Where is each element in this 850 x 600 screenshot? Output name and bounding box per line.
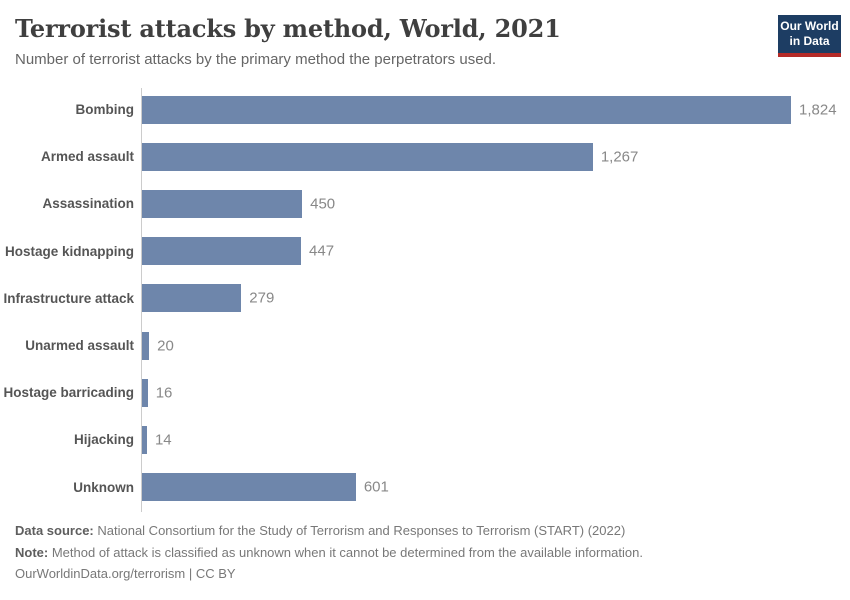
value-label: 279 — [249, 289, 275, 307]
category-label: Infrastructure attack — [3, 290, 134, 306]
bar-rect[interactable]: 447 — [142, 237, 334, 266]
chart-subtitle: Number of terrorist attacks by the prima… — [15, 51, 497, 68]
value-label: 601 — [363, 478, 389, 496]
bar-rect[interactable]: 279 — [142, 284, 274, 313]
bar-rect[interactable]: 601 — [142, 473, 389, 502]
owid-logo-line2: in Data — [789, 34, 830, 48]
value-label: 450 — [310, 195, 336, 213]
value-label: 14 — [154, 431, 172, 449]
bar-row: Hostage barricading 16 — [0, 369, 850, 416]
bar-rect[interactable]: 1,267 — [142, 142, 638, 171]
bar-track: 1,824 — [142, 95, 837, 124]
license-line: OurWorldinData.org/terrorism | CC BY — [15, 563, 643, 585]
bar-track: 16 — [142, 378, 791, 407]
category-label: Assassination — [42, 196, 134, 212]
bar-track: 450 — [142, 189, 791, 218]
data-source-line: Data source: National Consortium for the… — [15, 520, 643, 542]
note-line: Note: Method of attack is classified as … — [15, 542, 643, 564]
note-label: Note: — [15, 544, 49, 560]
bar-track: 601 — [142, 473, 791, 502]
bar-track: 20 — [142, 331, 791, 360]
category-label: Unarmed assault — [25, 338, 134, 354]
bar-row: Unknown 601 — [0, 464, 850, 511]
bar-row: Bombing 1,824 — [0, 86, 850, 133]
bar-rows: Bombing 1,824 Armed assault 1,267 Assass… — [0, 86, 850, 511]
owid-logo-line1: Our World — [780, 19, 839, 33]
category-label: Armed assault — [40, 149, 134, 165]
owid-logo[interactable]: Our World in Data — [778, 15, 841, 57]
category-label: Unknown — [73, 479, 134, 495]
page-title: Terrorist attacks by method, World, 2021 — [15, 14, 561, 43]
category-label: Hostage barricading — [3, 385, 134, 401]
bar-track: 447 — [142, 237, 791, 266]
bar-rect[interactable]: 450 — [142, 189, 335, 218]
chart-footer: Data source: National Consortium for the… — [15, 520, 643, 585]
bar-row: Armed assault 1,267 — [0, 133, 850, 180]
bar-row: Infrastructure attack 279 — [0, 275, 850, 322]
bar-rect[interactable]: 16 — [142, 378, 172, 407]
y-axis-line — [141, 88, 142, 512]
value-label: 1,267 — [600, 148, 639, 166]
value-label: 16 — [155, 384, 173, 402]
value-label: 20 — [157, 337, 174, 355]
data-source-label: Data source: — [15, 523, 94, 538]
category-label: Bombing — [75, 102, 135, 118]
bar-rect[interactable]: 20 — [142, 331, 174, 360]
bar-track: 14 — [142, 425, 791, 454]
category-label: Hostage kidnapping — [4, 243, 134, 259]
owid-terrorism-link[interactable]: OurWorldinData.org/terrorism — [15, 566, 186, 581]
bar-row: Assassination 450 — [0, 180, 850, 227]
value-label: 1,824 — [799, 101, 837, 119]
bar-track: 279 — [142, 284, 791, 313]
bar-row: Hostage kidnapping 447 — [0, 228, 850, 275]
bar-row: Unarmed assault 20 — [0, 322, 850, 369]
bar-rect[interactable]: 1,824 — [142, 95, 837, 124]
license-separator: | — [185, 566, 196, 581]
data-source-text: National Consortium for the Study of Ter… — [97, 523, 626, 538]
bar-rect[interactable]: 14 — [142, 425, 172, 454]
value-label: 447 — [309, 242, 335, 260]
category-label: Hijacking — [73, 432, 134, 448]
bar-track: 1,267 — [142, 142, 791, 171]
bar-chart: Bombing 1,824 Armed assault 1,267 Assass… — [0, 86, 850, 512]
bar-row: Hijacking 14 — [0, 416, 850, 463]
note-text: Method of attack is classified as unknow… — [51, 544, 643, 560]
license-text: CC BY — [195, 566, 236, 581]
